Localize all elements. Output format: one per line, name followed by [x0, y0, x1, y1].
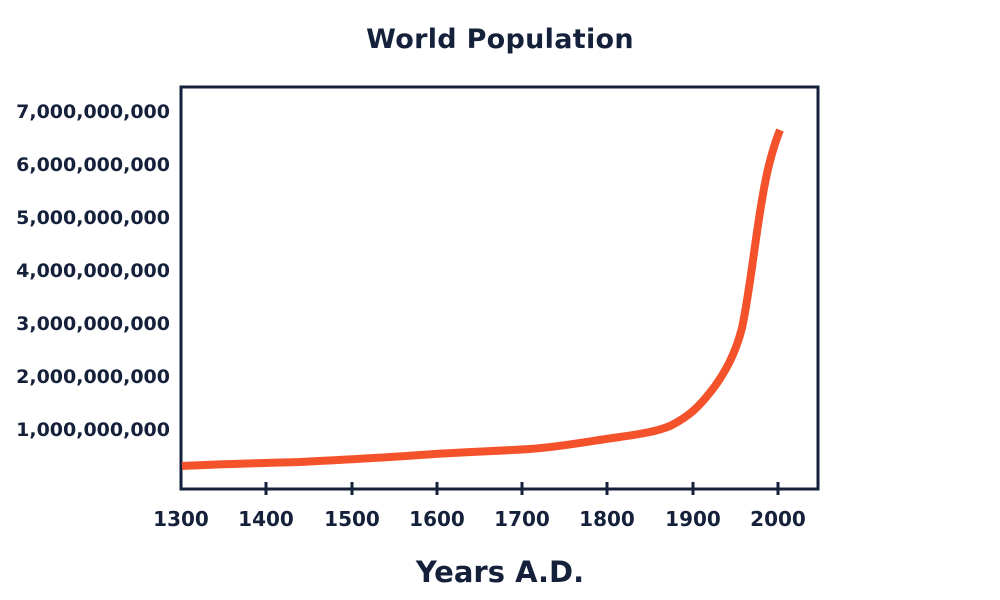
x-tick-marks [264, 482, 780, 495]
x-tick-label: 1400 [238, 507, 294, 531]
y-tick-label: 5,000,000,000 [16, 207, 170, 229]
y-tick-label: 2,000,000,000 [16, 366, 170, 388]
x-tick-label: 1900 [665, 507, 721, 531]
x-tick-label: 1800 [579, 507, 635, 531]
plot-frame [179, 85, 820, 491]
x-tick-label: 1500 [324, 507, 380, 531]
x-tick-label: 1600 [409, 507, 465, 531]
y-tick-label: 3,000,000,000 [16, 313, 170, 335]
y-tick-label: 1,000,000,000 [16, 419, 170, 441]
y-tick-label: 7,000,000,000 [16, 101, 170, 123]
x-tick-label: 1300 [153, 507, 209, 531]
population-line [181, 128, 784, 470]
chart-title: World Population [366, 24, 634, 55]
x-tick-label: 1700 [494, 507, 550, 531]
x-axis-title: Years A.D. [415, 555, 585, 589]
x-tick-label: 2000 [750, 507, 806, 531]
y-tick-label: 4,000,000,000 [16, 260, 170, 282]
y-tick-label: 6,000,000,000 [16, 154, 170, 176]
